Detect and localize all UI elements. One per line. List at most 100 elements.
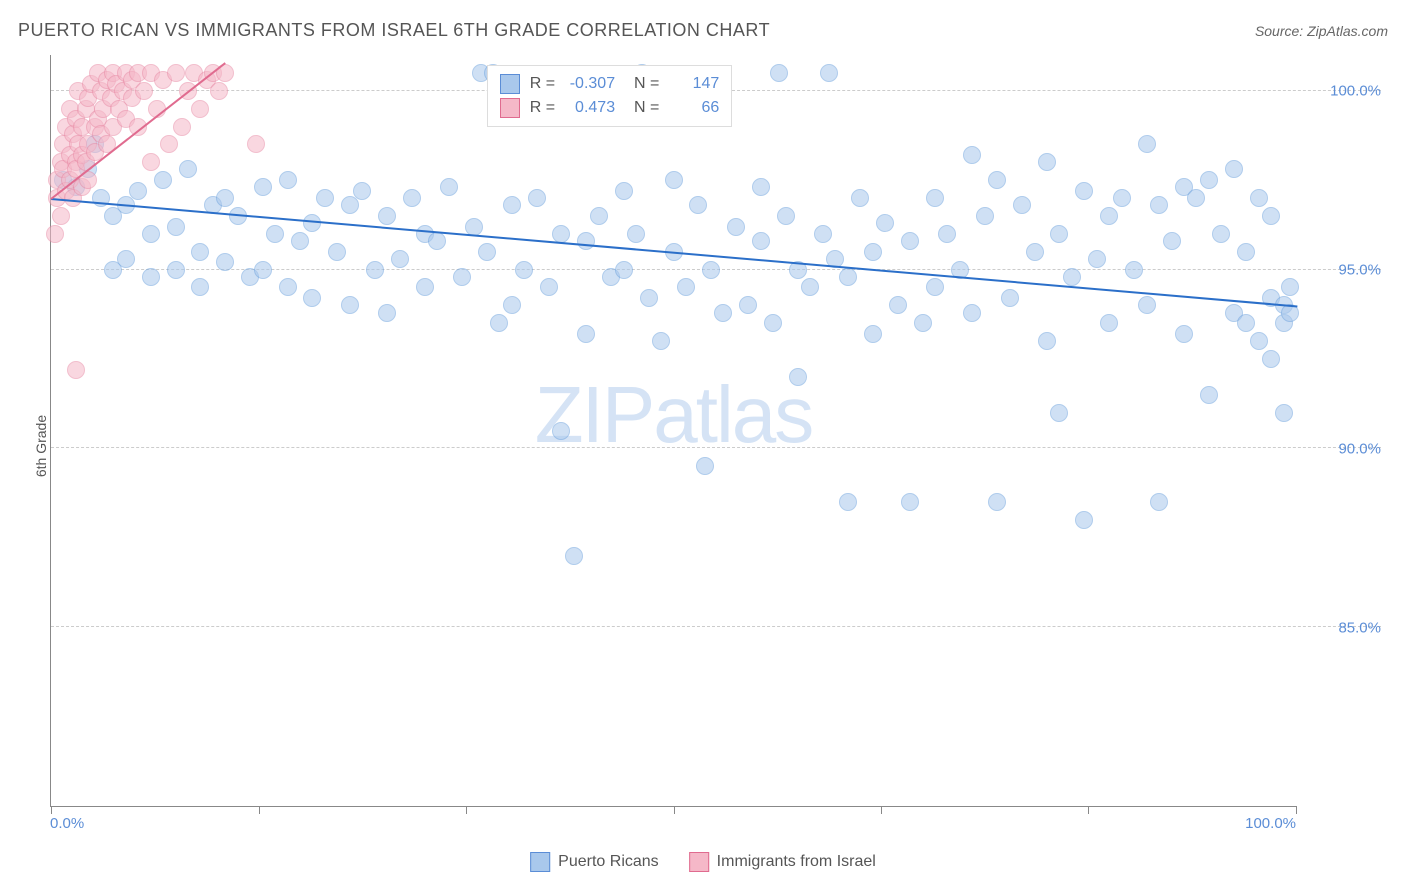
scatter-point [988,171,1006,189]
stat-r-value: 0.473 [565,99,615,117]
legend-label: Immigrants from Israel [717,853,876,871]
scatter-point [864,243,882,261]
stats-row: R =-0.307 N =147 [500,72,720,96]
scatter-point [926,278,944,296]
stat-n-value: 66 [669,99,719,117]
y-tick-label: 85.0% [1338,619,1381,636]
scatter-point [1100,314,1118,332]
scatter-point [1013,196,1031,214]
scatter-point [440,178,458,196]
y-tick-label: 95.0% [1338,261,1381,278]
scatter-point [615,261,633,279]
scatter-point [540,278,558,296]
legend-square [500,98,520,118]
scatter-point [801,278,819,296]
scatter-point [640,289,658,307]
scatter-point [577,325,595,343]
scatter-point [1063,268,1081,286]
scatter-point [820,64,838,82]
scatter-point [378,207,396,225]
scatter-point [552,225,570,243]
y-tick-label: 90.0% [1338,440,1381,457]
scatter-point [702,261,720,279]
scatter-point [739,296,757,314]
scatter-point [117,250,135,268]
scatter-point [46,225,64,243]
scatter-point [142,225,160,243]
scatter-point [247,135,265,153]
scatter-point [67,361,85,379]
scatter-point [1088,250,1106,268]
scatter-point [403,189,421,207]
scatter-point [490,314,508,332]
scatter-point [254,261,272,279]
scatter-point [764,314,782,332]
scatter-point [428,232,446,250]
scatter-point [1250,189,1268,207]
scatter-point [552,422,570,440]
scatter-point [1200,171,1218,189]
scatter-point [1050,404,1068,422]
scatter-point [963,146,981,164]
scatter-point [727,218,745,236]
gridline [51,447,1381,448]
scatter-point [1038,153,1056,171]
x-tick-label: 100.0% [1245,815,1296,832]
scatter-point [1237,243,1255,261]
scatter-point [279,278,297,296]
scatter-point [1026,243,1044,261]
scatter-point [1262,350,1280,368]
bottom-legend: Puerto Ricans Immigrants from Israel [530,852,876,872]
scatter-point [1175,325,1193,343]
scatter-point [988,493,1006,511]
scatter-point [770,64,788,82]
scatter-point [378,304,396,322]
legend-item: Puerto Ricans [530,852,659,872]
stat-n-label: N = [625,75,659,93]
scatter-point [1150,493,1168,511]
scatter-point [839,268,857,286]
scatter-point [503,196,521,214]
scatter-point [129,182,147,200]
scatter-point [1100,207,1118,225]
x-tick [51,806,52,814]
scatter-point [1075,182,1093,200]
scatter-point [341,296,359,314]
scatter-point [191,278,209,296]
scatter-point [1050,225,1068,243]
scatter-point [353,182,371,200]
scatter-point [1237,314,1255,332]
scatter-point [1150,196,1168,214]
scatter-point [142,268,160,286]
scatter-point [677,278,695,296]
scatter-point [1200,386,1218,404]
scatter-point [696,457,714,475]
stat-n-value: 147 [669,75,719,93]
scatter-point [303,289,321,307]
scatter-point [316,189,334,207]
scatter-point [142,153,160,171]
x-tick [1296,806,1297,814]
scatter-point [453,268,471,286]
chart-container: ZIPatlas R =-0.307 N =147R =0.473 N =66 … [50,55,1386,837]
scatter-point [1163,232,1181,250]
scatter-point [665,171,683,189]
scatter-point [864,325,882,343]
scatter-point [1225,160,1243,178]
scatter-point [1212,225,1230,243]
chart-title: PUERTO RICAN VS IMMIGRANTS FROM ISRAEL 6… [18,20,770,41]
scatter-point [503,296,521,314]
scatter-point [1138,135,1156,153]
scatter-point [154,171,172,189]
scatter-point [876,214,894,232]
scatter-point [167,64,185,82]
scatter-point [210,82,228,100]
scatter-point [416,278,434,296]
x-tick-label: 0.0% [50,815,84,832]
scatter-point [328,243,346,261]
scatter-point [976,207,994,225]
scatter-point [914,314,932,332]
scatter-point [1281,278,1299,296]
scatter-point [1075,511,1093,529]
scatter-point [565,547,583,565]
